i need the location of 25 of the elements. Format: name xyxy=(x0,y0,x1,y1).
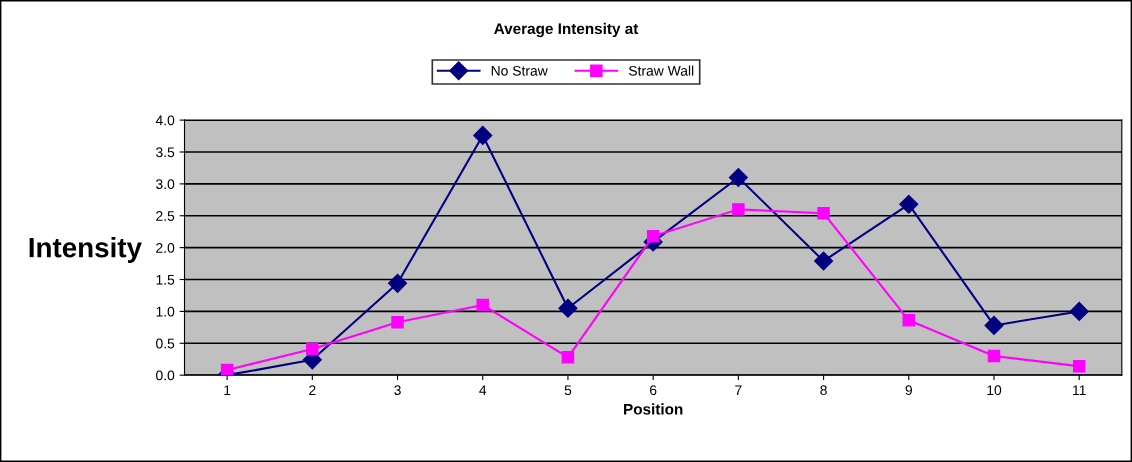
x-tick-label: 9 xyxy=(905,385,912,396)
x-tick-label: 8 xyxy=(820,385,827,396)
x-tick-label: 7 xyxy=(735,385,742,395)
legend-label: Straw Wall xyxy=(628,65,694,76)
x-tick-label: 11 xyxy=(1073,385,1086,395)
x-axis-title: Position xyxy=(624,403,683,415)
y-tick-label: 2.5 xyxy=(156,211,175,221)
x-tick-label: 10 xyxy=(987,385,1002,396)
x-tick-label: 6 xyxy=(650,385,657,396)
x-tick-label: 1 xyxy=(224,385,231,395)
x-tick-label: 4 xyxy=(479,385,487,395)
y-tick-label: 0.0 xyxy=(156,370,175,381)
y-tick-label: 4.0 xyxy=(155,115,175,126)
y-tick-label: 2.0 xyxy=(156,242,175,253)
y-axis-title: Intensity xyxy=(29,237,142,263)
y-tick-label: 1.0 xyxy=(156,306,175,317)
x-tick-label: 5 xyxy=(564,385,572,396)
y-tick-label: 3.0 xyxy=(156,179,175,190)
y-tick-label: 0.5 xyxy=(156,338,175,349)
x-tick-label: 2 xyxy=(309,385,316,395)
legend-label: No Straw xyxy=(491,65,548,76)
chart-title: Average Intensity at xyxy=(494,22,639,38)
y-tick-label: 3.5 xyxy=(156,147,175,158)
y-tick-label: 1.5 xyxy=(156,274,175,285)
x-tick-label: 3 xyxy=(394,385,401,396)
